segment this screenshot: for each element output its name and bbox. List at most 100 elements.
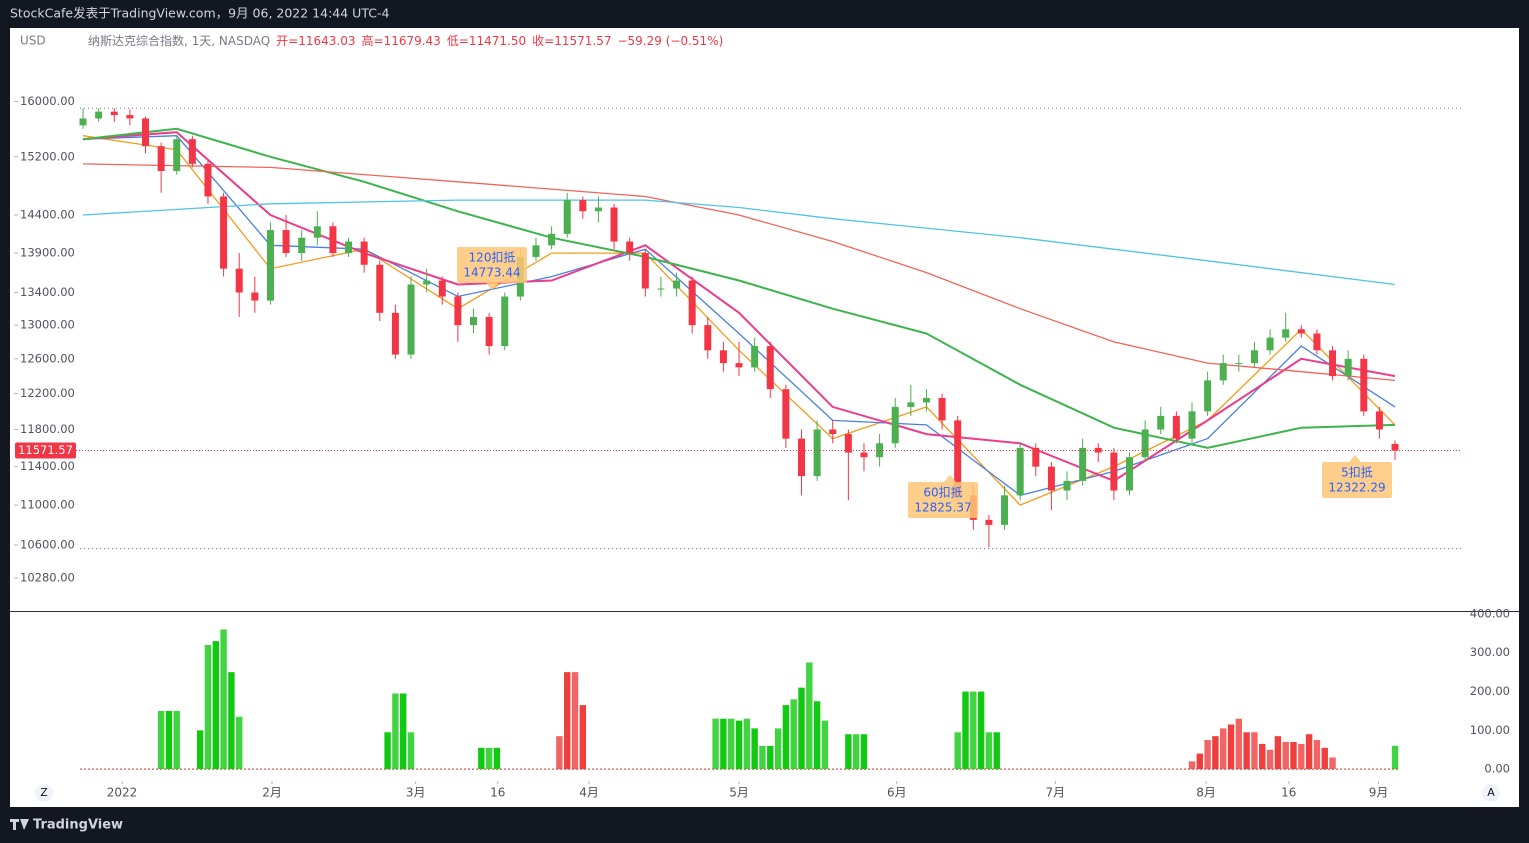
volume-bar — [720, 718, 727, 770]
x-tick-label: 2月 — [262, 786, 282, 800]
volume-bar — [774, 728, 782, 770]
candle-body — [1063, 480, 1071, 491]
volume-bar — [220, 629, 227, 770]
annotation-value: 14773.44 — [463, 266, 520, 280]
volume-bar — [1290, 741, 1297, 770]
volume-bar — [556, 736, 563, 770]
y-tick-label: 16000.00 — [20, 94, 75, 108]
candle-body — [719, 350, 727, 364]
candle-body — [501, 296, 509, 347]
annotation-pointer — [486, 283, 498, 290]
volume-bar — [821, 720, 829, 770]
volume-bar — [1329, 757, 1336, 770]
candle-body — [735, 363, 743, 368]
brand-logo — [10, 819, 29, 830]
candle-body — [1141, 429, 1149, 458]
annotation-value: 12825.37 — [914, 501, 971, 515]
volume-bar — [212, 641, 219, 770]
candle-body — [282, 230, 290, 254]
candle-body — [798, 438, 806, 477]
candle-body — [626, 241, 634, 254]
x-tick-label: 16 — [1281, 786, 1296, 800]
y-tick-label: 13000.00 — [20, 318, 75, 332]
candle-body — [79, 118, 87, 126]
volume-bar — [728, 718, 735, 770]
volume-bar — [493, 747, 501, 770]
volume-bar — [977, 691, 985, 770]
candle-body — [220, 196, 228, 269]
legend-value: 高=11679.43 — [362, 33, 441, 48]
annotation-box — [908, 482, 978, 518]
candle-body — [157, 146, 165, 172]
candle-body — [407, 284, 415, 355]
last-price-box — [15, 442, 76, 459]
volume-bar — [1313, 740, 1321, 770]
volume-bar — [1305, 734, 1313, 770]
volume-tick-label: 100.00 — [1470, 723, 1510, 737]
candle-body — [235, 268, 243, 293]
volume-bar — [1391, 745, 1399, 770]
volume-bar — [579, 705, 587, 770]
candle-body — [829, 429, 837, 435]
legend-symbol: 纳斯达克综合指数, 1天, NASDAQ — [88, 33, 270, 48]
volume-bar — [790, 699, 797, 770]
candle-body — [298, 237, 306, 254]
candle-body — [1172, 415, 1180, 439]
candle-body — [532, 245, 540, 257]
x-tick-label: 5月 — [729, 786, 749, 800]
candle-body — [438, 280, 446, 297]
y-tick-label: 13900.00 — [20, 246, 75, 260]
candle-body — [454, 296, 462, 326]
candle-body — [1001, 495, 1009, 525]
volume-bar — [806, 662, 813, 770]
candle-body — [751, 346, 759, 368]
legend: 纳斯达克综合指数, 1天, NASDAQ 开=11643.03 高=11679.43… — [88, 33, 723, 48]
volume-bar — [751, 728, 758, 770]
volume-bar — [860, 734, 868, 770]
candle-body — [1219, 363, 1227, 381]
volume-bar — [852, 734, 860, 770]
x-tick-label: 2022 — [107, 786, 138, 800]
y-tick-label: 11400.00 — [20, 459, 75, 473]
volume-bar — [1274, 736, 1282, 770]
volume-bar — [1251, 732, 1258, 770]
volume-bar — [1227, 724, 1235, 770]
candle-body — [1047, 466, 1055, 491]
annotation-value: 12322.29 — [1328, 481, 1385, 495]
volume-tick-label: 300.00 — [1470, 645, 1510, 659]
button-a[interactable]: A — [1487, 786, 1495, 799]
brand[interactable]: TradingView — [33, 818, 123, 833]
candle-body — [110, 111, 118, 116]
button-a-bg[interactable] — [1482, 784, 1500, 802]
y-tick-label: 14400.00 — [20, 207, 75, 221]
candle-body — [860, 452, 868, 458]
candle-body — [485, 316, 493, 347]
candle-body — [345, 241, 353, 254]
x-tick-label: 16 — [490, 786, 505, 800]
candle-body — [1235, 363, 1243, 365]
candle-body — [813, 429, 821, 477]
candle-body — [876, 443, 884, 458]
candle-body — [1126, 457, 1134, 491]
volume-bar — [712, 718, 719, 770]
candle-body — [782, 389, 790, 439]
volume-bar — [813, 701, 821, 770]
button-z[interactable]: Z — [40, 786, 48, 799]
candle-body — [1266, 337, 1274, 351]
volume-bar — [1259, 743, 1266, 770]
candle-body — [141, 118, 149, 147]
candle-body — [95, 111, 103, 119]
legend-value: 开=11643.03 — [276, 34, 355, 48]
annotation-label: 60扣抵 — [923, 486, 962, 500]
candle-body — [907, 402, 915, 407]
candle-body — [922, 397, 930, 403]
annotation-box — [457, 247, 527, 283]
button-z-bg[interactable] — [35, 784, 53, 802]
volume-tick-label: 200.00 — [1470, 684, 1510, 698]
volume-bar — [1188, 761, 1196, 770]
volume-bar — [970, 691, 977, 770]
volume-bar — [735, 720, 743, 770]
candle-body — [1391, 443, 1399, 451]
volume-bar — [845, 734, 852, 770]
